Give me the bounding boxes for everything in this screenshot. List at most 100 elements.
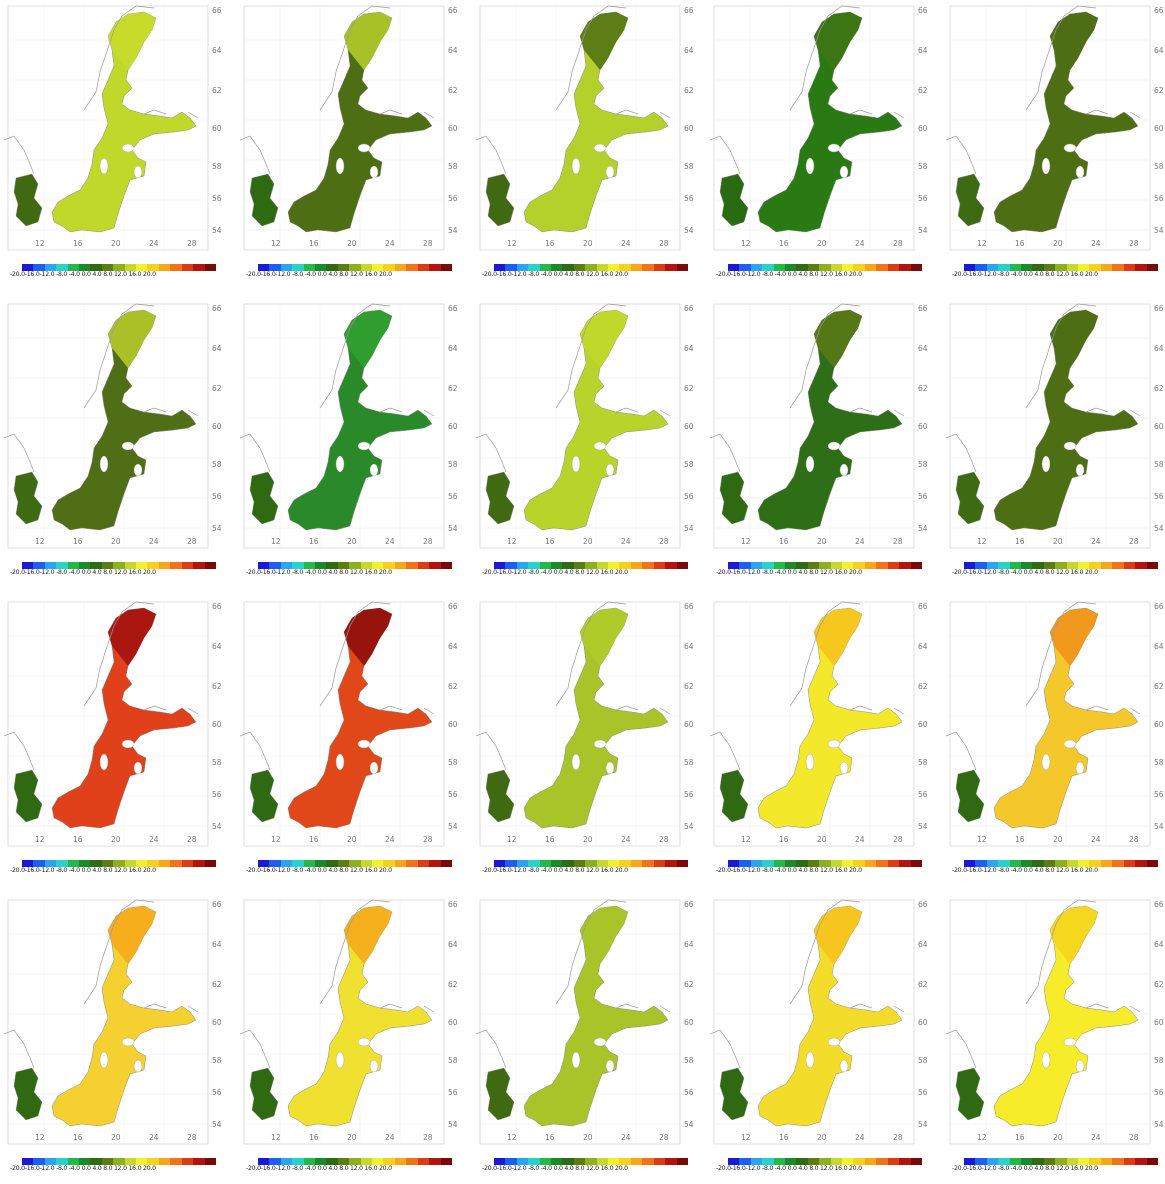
island (571, 1051, 581, 1069)
colorbar-segment (181, 860, 194, 867)
map-frame (243, 601, 445, 847)
colorbar-segment (853, 1158, 865, 1165)
colorbar-segment (494, 264, 506, 271)
colorbar-segment (728, 860, 740, 867)
latitude-tick-label: 62 (1154, 86, 1164, 95)
baltic-sea-field (757, 607, 903, 829)
colorbar-segment (562, 1158, 574, 1165)
latitude-tick-label: 66 (448, 304, 458, 313)
longitude-tick-label: 12 (507, 239, 517, 248)
latitude-tick-label: 60 (918, 720, 928, 729)
latitude-tick-label: 58 (684, 758, 694, 767)
kattegat-field (719, 1067, 749, 1121)
colorbar-segment (292, 264, 304, 271)
colorbar-segment (785, 562, 797, 569)
baltic-sea-field (757, 905, 903, 1127)
colorbar-segment (762, 562, 774, 569)
colorbar-segment (394, 562, 407, 569)
colorbar-segment (124, 264, 137, 271)
colorbar-segment (1100, 860, 1113, 867)
colorbar-segment (303, 1158, 316, 1165)
colorbar-segment (170, 1158, 182, 1165)
colorbar-segment (665, 562, 677, 569)
colorbar-segment (739, 562, 751, 569)
colorbar-segment (807, 562, 820, 569)
colorbar-segment (315, 1158, 327, 1165)
latitude-tick-label: 54 (448, 822, 458, 831)
kattegat-field (719, 471, 749, 525)
coastline (946, 899, 1141, 1069)
longitude-tick-label: 28 (893, 1133, 903, 1142)
latitude-tick-label: 56 (684, 194, 694, 203)
map-panel: 54 56 58 60 62 64 66 12 16 20 24 28 -20.0-16.0-12.0 … (4, 894, 236, 1184)
map-frame (243, 899, 445, 1145)
latitude-tick-label: 64 (684, 642, 694, 651)
colorbar-segment (986, 562, 999, 569)
longitude-tick-label: 20 (1053, 1133, 1063, 1142)
colorbar-segment (528, 1158, 540, 1165)
baltic-sea-field (51, 309, 197, 531)
colorbar-segment (147, 264, 159, 271)
latitude-tick-label: 60 (212, 124, 222, 133)
colorbar-segment (830, 264, 843, 271)
latitude-tick-label: 64 (212, 940, 222, 949)
island (839, 761, 849, 775)
baltic-map: 54 56 58 60 62 64 66 12 16 20 24 28 (476, 5, 694, 251)
colorbar-segment (22, 264, 34, 271)
latitude-tick-label: 54 (212, 524, 222, 533)
longitude-tick-label: 24 (855, 239, 865, 248)
longitude-tick-label: 28 (1129, 835, 1139, 844)
latitude-tick-label: 54 (684, 524, 694, 533)
colorbar-segment (505, 562, 517, 569)
bothnian-bay-field (1050, 608, 1098, 666)
colorbar-segment (383, 1158, 395, 1165)
latitude-tick-label: 64 (918, 344, 928, 353)
island (335, 753, 345, 771)
latitude-tick-label: 64 (918, 642, 928, 651)
bothnian-bay-field (1050, 906, 1098, 964)
latitude-tick-label: 64 (918, 46, 928, 55)
colorbar-segment (33, 264, 45, 271)
coastline (4, 601, 199, 771)
colorbar-segment (360, 562, 373, 569)
colorbar-segment (864, 860, 877, 867)
colorbar-segment (864, 264, 877, 271)
colorbar-segment (1009, 860, 1022, 867)
colorbar-segment (181, 562, 194, 569)
bothnian-bay-field (580, 906, 628, 964)
colorbar-segment (887, 1158, 900, 1165)
bothnian-bay-field (814, 608, 862, 666)
longitude-tick-label: 20 (111, 537, 121, 546)
longitude-tick-label: 28 (1129, 1133, 1139, 1142)
colorbar-segment (842, 1158, 854, 1165)
longitude-tick-label: 16 (779, 239, 789, 248)
colorbar-segment (807, 1158, 820, 1165)
colorbar-segment (360, 1158, 373, 1165)
baltic-sea-field (523, 905, 669, 1127)
colorbar-segment (1146, 264, 1158, 271)
latitude-tick-label: 64 (684, 46, 694, 55)
map-frame (479, 5, 681, 251)
colorbar-segment (429, 562, 441, 569)
baltic-sea-field (757, 309, 903, 531)
latitude-tick-label: 60 (1154, 1018, 1164, 1027)
latitude-tick-label: 56 (448, 492, 458, 501)
colorbar-segment (998, 562, 1010, 569)
colorbar-segment (910, 264, 922, 271)
kattegat-field (485, 173, 515, 227)
colorbar-segment (750, 1158, 763, 1165)
colorbar-segment (539, 860, 552, 867)
colorbar-segment (440, 264, 452, 271)
colorbar-segment (193, 860, 205, 867)
island (1075, 463, 1085, 477)
coastline (710, 303, 905, 473)
colorbar-segment (1135, 264, 1147, 271)
baltic-sea-field (993, 905, 1139, 1127)
baltic-map: 54 56 58 60 62 64 66 12 16 20 24 28 (240, 601, 458, 847)
colorbar-segment (1123, 860, 1136, 867)
longitude-tick-label: 20 (817, 537, 827, 546)
bothnian-bay-field (814, 310, 862, 368)
colorbar-segment (551, 562, 563, 569)
latitude-tick-label: 56 (448, 790, 458, 799)
colorbar-segment (33, 860, 45, 867)
